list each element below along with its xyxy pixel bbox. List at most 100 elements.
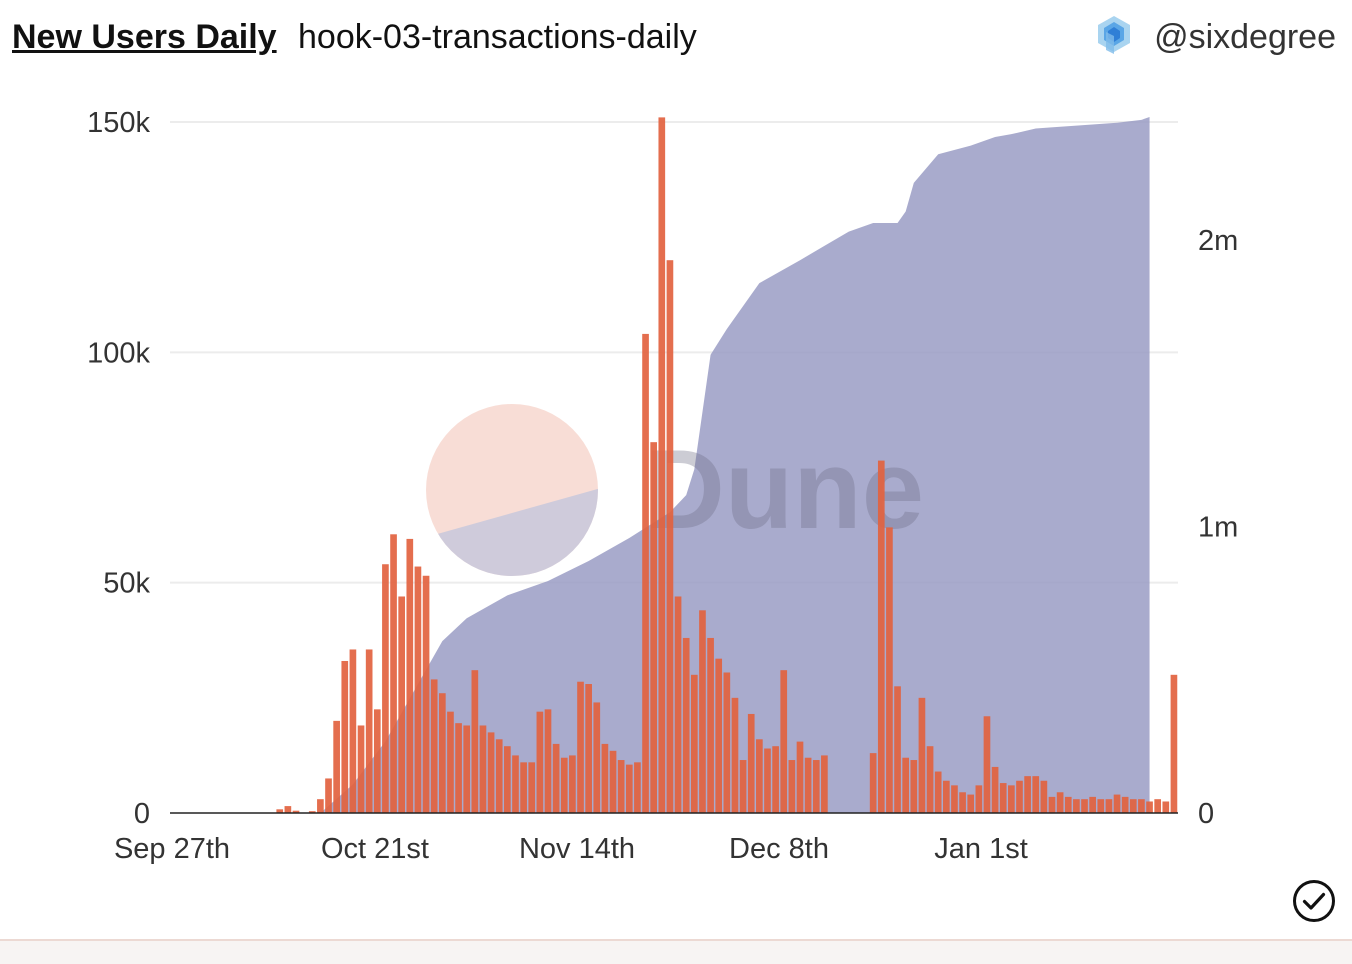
- daily-bar[interactable]: [975, 785, 983, 813]
- daily-bar[interactable]: [1040, 780, 1048, 813]
- daily-bar[interactable]: [674, 596, 682, 813]
- daily-bar[interactable]: [609, 750, 617, 813]
- daily-bar[interactable]: [308, 811, 316, 813]
- daily-bar[interactable]: [918, 697, 926, 813]
- daily-bar[interactable]: [325, 778, 332, 813]
- daily-bar[interactable]: [1089, 796, 1096, 813]
- daily-bar[interactable]: [349, 649, 357, 813]
- daily-bar[interactable]: [317, 799, 324, 813]
- daily-bar[interactable]: [414, 566, 422, 813]
- daily-bar[interactable]: [877, 460, 885, 813]
- daily-bar[interactable]: [869, 753, 877, 813]
- daily-bar[interactable]: [821, 755, 828, 813]
- daily-bar[interactable]: [642, 333, 649, 813]
- daily-bar[interactable]: [723, 672, 731, 813]
- daily-bar[interactable]: [756, 739, 763, 813]
- daily-bar[interactable]: [333, 720, 340, 813]
- daily-bar[interactable]: [292, 810, 300, 813]
- daily-bar[interactable]: [886, 527, 893, 813]
- daily-bar[interactable]: [1138, 799, 1145, 813]
- daily-bar[interactable]: [406, 538, 414, 813]
- daily-bar[interactable]: [422, 575, 430, 813]
- daily-bar[interactable]: [715, 658, 723, 813]
- daily-bar[interactable]: [739, 760, 747, 813]
- daily-bar[interactable]: [788, 760, 796, 813]
- daily-bar[interactable]: [634, 762, 641, 813]
- daily-bar[interactable]: [569, 755, 576, 813]
- daily-bar[interactable]: [894, 686, 901, 813]
- daily-bar[interactable]: [504, 746, 511, 813]
- daily-bar[interactable]: [658, 117, 666, 814]
- daily-bar[interactable]: [747, 713, 755, 813]
- daily-bar[interactable]: [812, 760, 820, 813]
- daily-bar[interactable]: [1024, 776, 1031, 813]
- daily-bar[interactable]: [520, 762, 527, 813]
- daily-bar[interactable]: [471, 670, 479, 813]
- daily-bar[interactable]: [1097, 799, 1105, 813]
- daily-bar[interactable]: [1081, 799, 1088, 813]
- daily-bar[interactable]: [593, 702, 601, 813]
- daily-bar[interactable]: [796, 741, 804, 813]
- daily-bar[interactable]: [536, 711, 544, 813]
- daily-bar[interactable]: [373, 709, 381, 813]
- daily-bar[interactable]: [552, 743, 560, 813]
- daily-bar[interactable]: [707, 637, 714, 813]
- daily-bar[interactable]: [1146, 801, 1153, 813]
- daily-bar[interactable]: [902, 757, 910, 813]
- daily-bar[interactable]: [942, 780, 950, 813]
- daily-bar[interactable]: [357, 725, 365, 813]
- daily-bar[interactable]: [495, 739, 503, 813]
- daily-bar[interactable]: [1154, 799, 1162, 813]
- daily-bar[interactable]: [455, 723, 462, 813]
- daily-bar[interactable]: [967, 794, 975, 813]
- daily-bar[interactable]: [438, 693, 446, 813]
- daily-bar[interactable]: [772, 746, 779, 813]
- daily-bar[interactable]: [650, 442, 658, 813]
- daily-bar[interactable]: [1064, 796, 1072, 813]
- daily-bar[interactable]: [1048, 796, 1056, 813]
- daily-bar[interactable]: [601, 743, 609, 813]
- daily-bar[interactable]: [390, 534, 397, 813]
- daily-bar[interactable]: [934, 771, 942, 813]
- daily-bar[interactable]: [690, 674, 698, 813]
- chart-title-link[interactable]: New Users Daily: [12, 18, 277, 56]
- daily-bar[interactable]: [1113, 794, 1121, 813]
- daily-bar[interactable]: [1073, 799, 1080, 813]
- daily-bar[interactable]: [382, 564, 389, 813]
- author-handle[interactable]: @sixdegree: [1154, 18, 1336, 56]
- daily-bar[interactable]: [959, 792, 966, 813]
- daily-bar[interactable]: [512, 755, 519, 813]
- daily-bar[interactable]: [1129, 799, 1137, 813]
- daily-bar[interactable]: [617, 760, 625, 813]
- daily-bar[interactable]: [780, 670, 788, 813]
- daily-bar[interactable]: [284, 806, 292, 813]
- daily-bar[interactable]: [682, 637, 690, 813]
- daily-bar[interactable]: [487, 732, 495, 813]
- daily-bar[interactable]: [699, 610, 706, 813]
- daily-bar[interactable]: [804, 757, 812, 813]
- daily-bar[interactable]: [910, 760, 918, 813]
- daily-bar[interactable]: [999, 783, 1007, 813]
- daily-bar[interactable]: [731, 697, 739, 813]
- daily-bar[interactable]: [1105, 799, 1113, 813]
- daily-bar[interactable]: [1016, 780, 1023, 813]
- daily-bar[interactable]: [991, 766, 999, 813]
- daily-bar[interactable]: [951, 785, 958, 813]
- daily-bar[interactable]: [926, 746, 934, 813]
- daily-bar[interactable]: [577, 681, 584, 813]
- daily-bar[interactable]: [1056, 792, 1064, 813]
- daily-bar[interactable]: [398, 596, 406, 813]
- daily-bar[interactable]: [666, 260, 674, 813]
- daily-bar[interactable]: [447, 711, 454, 813]
- daily-bar[interactable]: [560, 757, 568, 813]
- check-circle-icon[interactable]: [1292, 879, 1336, 923]
- daily-bar[interactable]: [365, 649, 373, 813]
- daily-bar[interactable]: [276, 809, 284, 813]
- daily-bar[interactable]: [764, 748, 771, 813]
- daily-bar[interactable]: [625, 764, 633, 813]
- daily-bar[interactable]: [544, 709, 552, 813]
- daily-bar[interactable]: [1162, 801, 1170, 813]
- daily-bar[interactable]: [585, 684, 592, 813]
- daily-bar[interactable]: [983, 716, 991, 813]
- daily-bar[interactable]: [341, 660, 349, 813]
